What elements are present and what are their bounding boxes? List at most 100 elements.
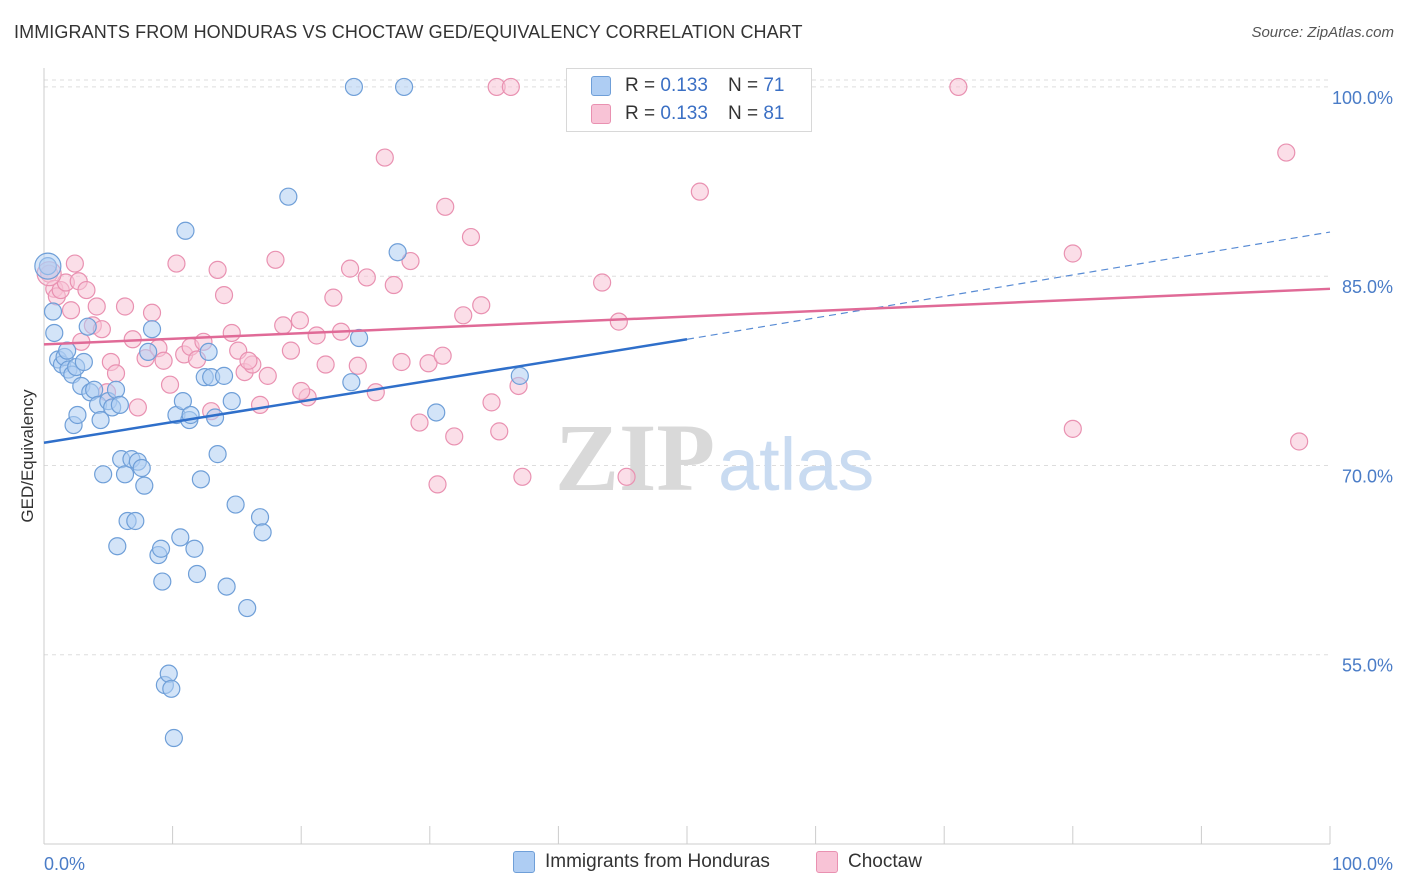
choctaw-point <box>167 254 186 273</box>
source-label: Source: ZipAtlas.com <box>1251 24 1394 41</box>
x-tick-marks <box>43 826 1331 844</box>
choctaw-point <box>1277 143 1296 162</box>
honduras-point <box>253 523 272 542</box>
choctaw-point <box>428 475 447 494</box>
honduras-point <box>45 323 64 343</box>
choctaw-point <box>392 352 411 372</box>
honduras-point <box>108 537 127 556</box>
choctaw-point <box>239 351 258 370</box>
choctaw-point <box>513 467 532 486</box>
honduras-point <box>214 366 234 385</box>
honduras-point <box>344 77 364 97</box>
watermark-atlas: atlas <box>718 423 874 506</box>
n-label: N = <box>727 75 759 96</box>
honduras-point <box>68 405 87 425</box>
honduras-point <box>162 679 181 698</box>
honduras-point <box>222 392 241 411</box>
choctaw-point <box>281 341 301 360</box>
honduras-point <box>250 508 270 527</box>
choctaw-point <box>258 366 277 385</box>
honduras-point <box>279 187 298 206</box>
n-value: 81 <box>763 103 785 124</box>
legend-item-choctaw[interactable]: Choctaw <box>816 851 922 873</box>
honduras-point <box>208 445 227 464</box>
watermark: ZIP atlas <box>555 404 874 511</box>
x-tick-labels: 0.0% 100.0% <box>44 854 1393 874</box>
honduras-point <box>187 564 207 584</box>
honduras-point <box>394 77 414 97</box>
r-label: R = <box>625 103 656 124</box>
choctaw-point <box>142 303 162 322</box>
choctaw-swatch <box>591 104 611 124</box>
honduras-trend-line <box>43 338 688 444</box>
choctaw-point <box>290 311 310 330</box>
choctaw-point <box>454 306 473 325</box>
choctaw-point <box>436 197 455 216</box>
legend-swatch-choctaw <box>816 851 838 873</box>
stats-legend: R = 0.133 N = 71 R = 0.133 N = 81 <box>566 68 812 132</box>
honduras-point <box>238 598 257 618</box>
choctaw-point <box>214 286 234 305</box>
choctaw-point <box>410 413 429 432</box>
y-tick-labels: 100.0% 85.0% 70.0% 55.0% <box>1332 88 1393 676</box>
honduras-point <box>153 572 172 591</box>
honduras-swatch <box>591 76 611 96</box>
honduras-point <box>142 320 162 339</box>
stats-row-choctaw: R = 0.133 N = 81 <box>591 102 784 126</box>
choctaw-point <box>324 288 343 307</box>
honduras-point <box>164 728 183 748</box>
honduras-point <box>151 539 171 558</box>
honduras-point <box>126 511 145 531</box>
choctaw-point <box>307 326 326 345</box>
choctaw-point <box>87 297 106 316</box>
choctaw-point <box>357 268 376 287</box>
choctaw-point <box>274 316 293 335</box>
honduras-point <box>510 366 529 385</box>
honduras-point <box>74 352 93 372</box>
choctaw-point <box>501 77 520 97</box>
honduras-point <box>159 664 178 683</box>
stats-row-honduras: R = 0.133 N = 71 <box>591 74 784 98</box>
honduras-point <box>173 392 192 411</box>
y-tick-label: 100.0% <box>1332 88 1393 108</box>
honduras-point <box>226 495 245 514</box>
honduras-point <box>185 539 204 558</box>
choctaw-point <box>250 395 270 414</box>
choctaw-point <box>482 393 501 412</box>
r-value: 0.133 <box>660 75 708 96</box>
choctaw-point <box>340 259 360 278</box>
choctaw-point <box>949 77 968 97</box>
chart-title: IMMIGRANTS FROM HONDURAS VS CHOCTAW GED/… <box>14 22 803 42</box>
honduras-point <box>106 380 126 399</box>
trend-lines <box>43 231 1331 444</box>
honduras-point <box>342 373 361 392</box>
honduras-point <box>217 577 236 596</box>
x-tick-label-max: 100.0% <box>1332 854 1393 874</box>
legend-item-honduras[interactable]: Immigrants from Honduras <box>513 851 770 873</box>
choctaw-point <box>106 364 126 383</box>
choctaw-point <box>433 346 452 365</box>
honduras-point <box>78 317 97 336</box>
honduras-point <box>43 302 63 321</box>
honduras-point <box>205 408 225 427</box>
series-legend: Immigrants from Honduras Choctaw <box>0 851 1406 877</box>
y-tick-label: 70.0% <box>1342 466 1393 486</box>
choctaw-point <box>128 398 147 417</box>
choctaw-point <box>401 251 420 271</box>
choctaw-point <box>160 375 180 394</box>
choctaw-point <box>77 280 96 300</box>
honduras-point <box>176 221 195 240</box>
x-tick-label-min: 0.0% <box>44 854 85 874</box>
choctaw-point <box>384 275 403 295</box>
honduras-point <box>427 403 446 422</box>
choctaw-point <box>1063 244 1082 263</box>
legend-label-choctaw: Choctaw <box>848 851 922 872</box>
honduras-points <box>34 77 529 748</box>
choctaw-point <box>348 356 367 375</box>
honduras-point <box>139 342 158 362</box>
choctaw-point <box>490 422 509 441</box>
choctaw-point <box>617 467 636 486</box>
r-label: R = <box>625 75 656 96</box>
choctaw-point <box>445 427 464 446</box>
